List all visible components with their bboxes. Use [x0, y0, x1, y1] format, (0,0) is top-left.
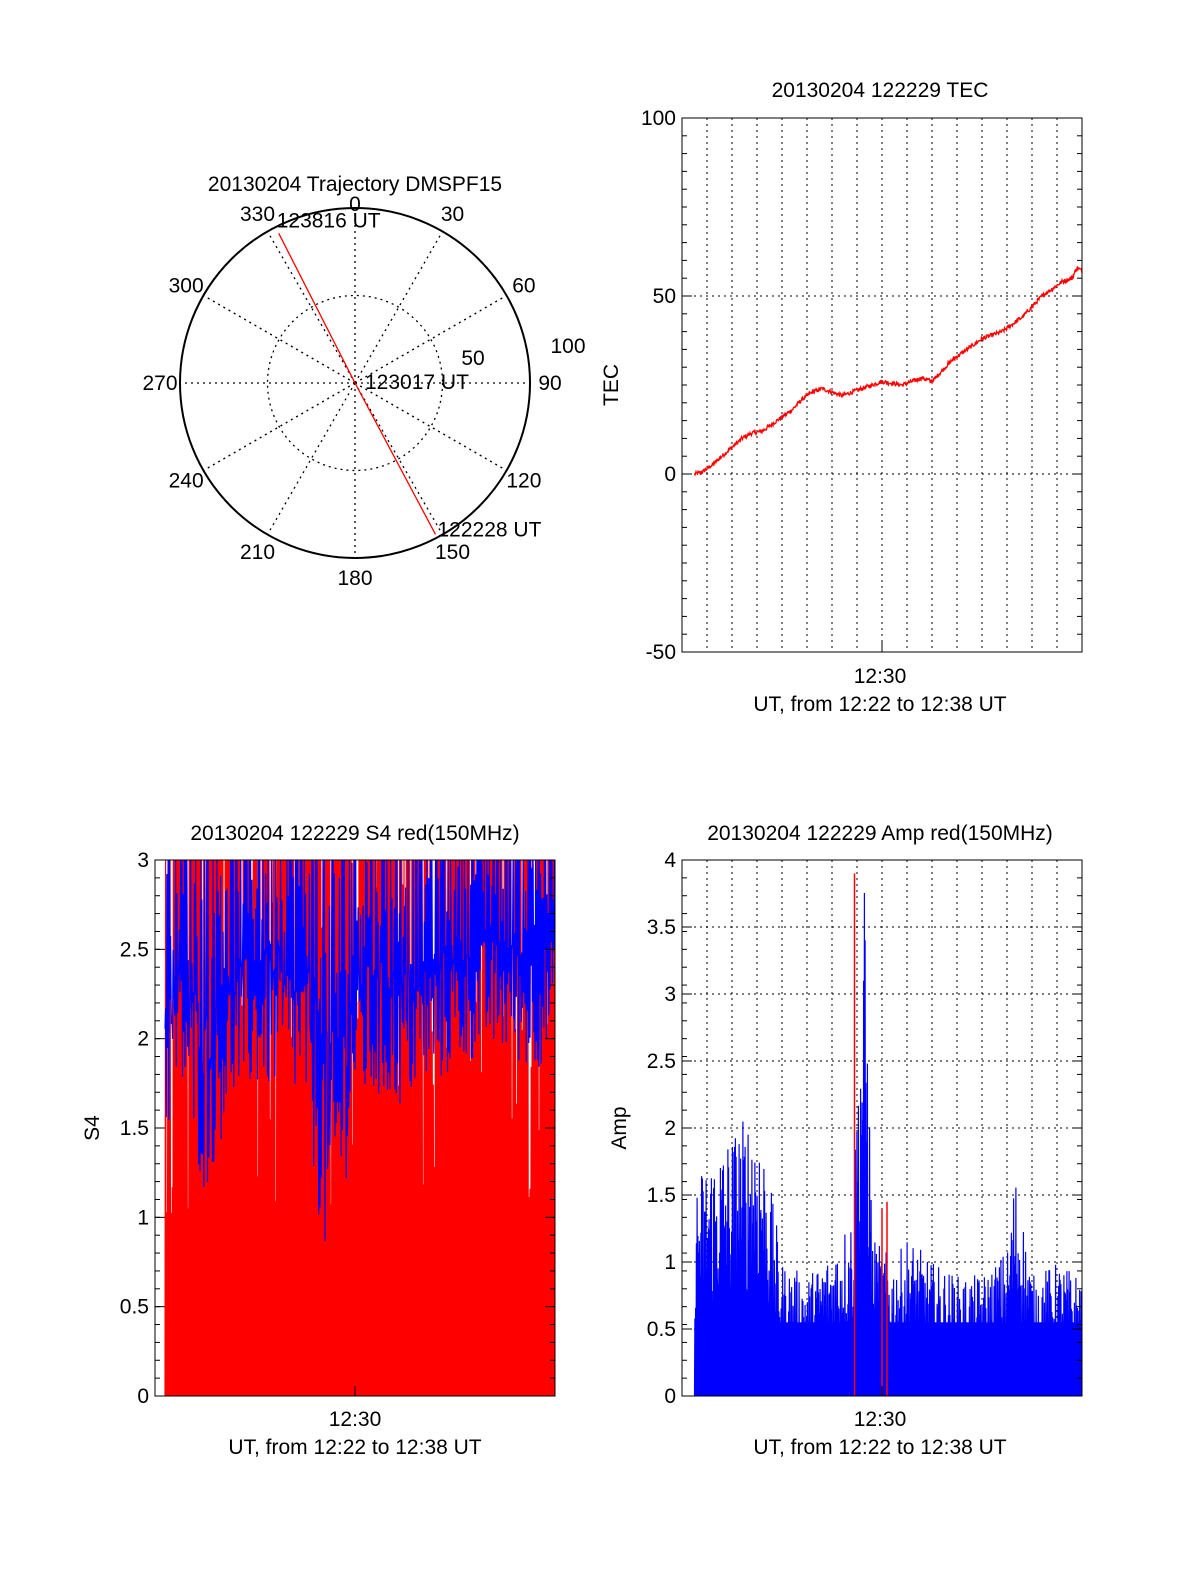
polar-spoke	[354, 294, 507, 384]
polar-angle-label: 270	[142, 372, 177, 395]
polar-title: 20130204 Trajectory DMSPF15	[208, 173, 502, 196]
tec-line	[693, 266, 1083, 477]
polar-panel: 20130204 Trajectory DMSPF15 0 30 60 90 120 15…	[142, 173, 585, 590]
polar-angle-label: 90	[538, 372, 561, 395]
amp-y-tick-label: 0.5	[647, 1318, 676, 1341]
amp-y-tick-label: 4	[664, 849, 676, 872]
amp-y-tick-label: 2.5	[647, 1050, 676, 1073]
amp-blue-base	[694, 1322, 1082, 1396]
s4-title: 20130204 122229 S4 red(150MHz)	[190, 822, 519, 845]
amp-y-tick-label: 3	[664, 983, 676, 1006]
polar-track-label: 122228 UT	[438, 518, 542, 541]
polar-spoke	[266, 382, 356, 535]
amp-y-tick-label: 2	[664, 1117, 676, 1140]
tec-x-tick-label: 12:30	[854, 665, 907, 688]
tec-y-tick-label: 50	[653, 285, 676, 308]
polar-spoke	[354, 382, 444, 535]
amp-y-tick-label: 3.5	[647, 916, 676, 939]
s4-x-tick-label: 12:30	[329, 1408, 382, 1431]
s4-x-label: UT, from 12:22 to 12:38 UT	[228, 1436, 481, 1459]
amp-series	[693, 873, 1083, 1397]
polar-angle-label: 30	[441, 203, 464, 226]
s4-panel: 20130204 122229 S4 red(150MHz) 3 2.5 2 1.5 1…	[81, 822, 556, 1459]
tec-y-tick-label: -50	[646, 641, 676, 664]
polar-angle-label: 240	[169, 470, 204, 493]
polar-angle-label: 150	[435, 541, 470, 564]
s4-red-line	[164, 860, 555, 1396]
amp-y-ticks: 4 3.5 3 2.5 2 1.5 1 0.5 0	[647, 849, 1082, 1408]
tec-series	[693, 266, 1083, 477]
tec-grid	[682, 117, 1082, 653]
polar-spoke	[266, 231, 356, 384]
polar-radial-label: 100	[550, 335, 585, 358]
polar-spoke	[354, 382, 507, 472]
s4-y-tick-label: 2	[137, 1028, 149, 1051]
s4-blue-line	[164, 860, 555, 1241]
polar-angle-labels: 0 30 60 90 120 150 180 210 240 270 300 330	[142, 193, 561, 590]
polar-track-label: 123816 UT	[277, 209, 381, 232]
polar-spoke	[203, 382, 356, 472]
amp-blue-line	[693, 892, 1083, 1397]
polar-angle-label: 0	[349, 193, 361, 216]
tec-x-label: UT, from 12:22 to 12:38 UT	[753, 693, 1006, 716]
amp-x-tick-label: 12:30	[854, 1408, 907, 1431]
s4-y-label: S4	[81, 1115, 104, 1141]
tec-y-ticks: 100 50 0 -50	[641, 107, 1082, 664]
polar-angle-label: 210	[240, 541, 275, 564]
s4-y-tick-label: 2.5	[120, 938, 149, 961]
polar-grid	[179, 207, 531, 559]
polar-angle-label: 330	[240, 203, 275, 226]
s4-series	[164, 860, 555, 1396]
tec-title: 20130204 122229 TEC	[772, 79, 989, 102]
polar-track-label: 123017 UT	[365, 371, 469, 394]
tec-y-tick-label: 100	[641, 107, 676, 130]
amp-plot-frame	[681, 859, 1083, 1397]
polar-spoke	[354, 231, 444, 384]
tec-y-label: TEC	[600, 364, 623, 406]
amp-y-tick-label: 1.5	[647, 1184, 676, 1207]
s4-y-tick-label: 0	[137, 1385, 149, 1408]
polar-radial-label: 50	[461, 347, 484, 370]
s4-y-tick-label: 0.5	[120, 1296, 149, 1319]
polar-inner-ring	[266, 294, 444, 472]
polar-angle-label: 60	[512, 275, 535, 298]
amp-y-label: Amp	[608, 1106, 631, 1149]
s4-plot-frame	[154, 859, 556, 1397]
s4-y-ticks: 3 2.5 2 1.5 1 0.5 0	[120, 849, 555, 1408]
s4-y-tick-label: 1	[137, 1206, 149, 1229]
polar-angle-label: 120	[506, 470, 541, 493]
polar-spoke	[203, 294, 356, 384]
amp-x-label: UT, from 12:22 to 12:38 UT	[753, 1436, 1006, 1459]
s4-y-tick-label: 3	[137, 849, 149, 872]
amp-y-tick-label: 1	[664, 1251, 676, 1274]
s4-y-tick-label: 1.5	[120, 1117, 149, 1140]
amp-y-tick-label: 0	[664, 1385, 676, 1408]
tec-y-tick-label: 0	[664, 463, 676, 486]
polar-angle-label: 300	[169, 275, 204, 298]
amp-title: 20130204 122229 Amp red(150MHz)	[707, 822, 1053, 845]
amp-panel: 20130204 122229 Amp red(150MHz) 4 3.5 3 2.5…	[608, 822, 1083, 1459]
polar-radial-labels: 50 100	[461, 335, 585, 370]
polar-angle-label: 180	[337, 567, 372, 590]
tec-plot-frame	[681, 117, 1083, 653]
tec-panel: 20130204 122229 TEC 100 50 0 -50 12:30 UT, …	[600, 79, 1083, 716]
polar-track: 123816 UT 123017 UT 122228 UT	[277, 209, 542, 541]
polar-track-line	[278, 233, 437, 535]
